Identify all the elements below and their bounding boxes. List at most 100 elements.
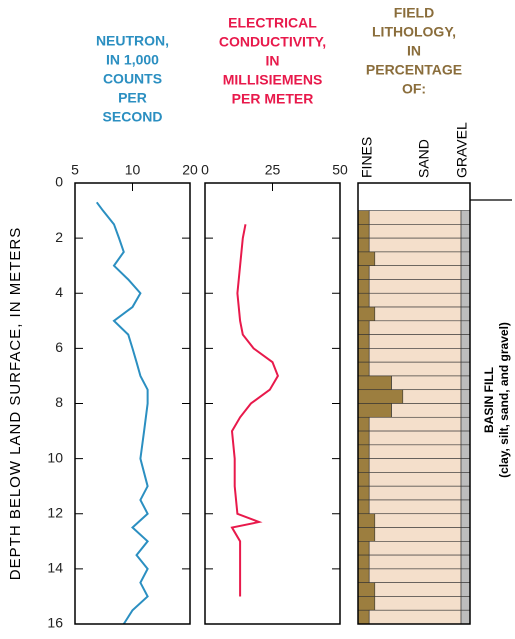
lithology-segment xyxy=(460,210,471,225)
lithology-segment xyxy=(357,237,370,253)
lithology-segment xyxy=(357,541,370,556)
y-tick-label: 16 xyxy=(47,615,63,631)
lithology-segment xyxy=(368,224,462,239)
lithology-segment xyxy=(357,582,376,597)
lithology-segment xyxy=(460,485,471,501)
lithology-segment xyxy=(357,361,370,377)
lithology-segment xyxy=(368,444,462,459)
panel-title: OF: xyxy=(402,81,426,97)
panel-title: FIELD xyxy=(394,5,434,21)
panel-title: NEUTRON, xyxy=(96,33,169,49)
x-tick-label: 50 xyxy=(332,162,348,178)
lithology-segment xyxy=(368,458,462,473)
lithology-segment xyxy=(368,472,462,487)
lithology-segment xyxy=(374,582,462,597)
lithology-segment xyxy=(357,527,376,542)
lithology-segment xyxy=(460,527,471,542)
lithology-segment xyxy=(460,472,471,487)
panel-title: IN xyxy=(407,43,421,59)
log-curve xyxy=(230,224,280,597)
y-tick-label: 6 xyxy=(55,339,63,355)
panel-title: IN 1,000 xyxy=(106,52,159,68)
lithology-segment xyxy=(368,237,462,253)
lithology-segment xyxy=(368,361,462,377)
lithology-segment xyxy=(357,609,370,625)
panel-title: MILLISIEMENS xyxy=(223,72,323,88)
lithology-segment xyxy=(460,513,471,528)
lithology-segment xyxy=(368,499,462,515)
lithology-segment xyxy=(357,596,376,611)
lithology-segment xyxy=(368,320,462,335)
panel-title: ELECTRICAL xyxy=(228,15,317,31)
lithology-segment xyxy=(357,472,370,487)
lithology-segment xyxy=(374,596,462,611)
lithology-segment xyxy=(460,458,471,473)
lithology-segment xyxy=(391,375,462,391)
lithology-segment xyxy=(460,279,471,294)
legend-label: GRAVEL xyxy=(454,122,470,178)
lithology-segment xyxy=(374,306,462,322)
panel-frame xyxy=(204,182,341,625)
lithology-segment xyxy=(460,596,471,611)
y-tick-label: 4 xyxy=(55,284,63,300)
lithology-segment xyxy=(368,334,462,349)
unit-label: BASIN FILL xyxy=(482,367,496,433)
panel-title: COUNTS xyxy=(103,71,162,87)
y-tick-label: 12 xyxy=(47,504,63,520)
y-tick-label: 2 xyxy=(55,229,63,245)
x-tick-label: 10 xyxy=(125,162,141,178)
lithology-segment xyxy=(357,210,370,225)
lithology-segment xyxy=(460,609,471,625)
lithology-segment xyxy=(460,554,471,570)
lithology-segment xyxy=(357,568,370,583)
panel-title: PERCENTAGE xyxy=(366,62,462,78)
lithology-segment xyxy=(460,334,471,349)
lithology-segment xyxy=(460,416,471,432)
lithology-segment xyxy=(460,541,471,556)
lithology-segment xyxy=(368,265,462,280)
unit-label: (clay, silt, sand, and gravel) xyxy=(497,322,511,478)
lithology-segment xyxy=(374,513,462,528)
x-tick-label: 25 xyxy=(265,162,281,178)
lithology-segment xyxy=(460,265,471,280)
lithology-segment xyxy=(357,292,370,308)
log-curve xyxy=(95,201,149,625)
lithology-segment xyxy=(357,251,376,266)
lithology-segment xyxy=(460,224,471,239)
lithology-segment xyxy=(460,582,471,597)
x-tick-label: 20 xyxy=(182,162,198,178)
panel-title: CONDUCTIVITY, xyxy=(219,34,326,50)
legend-label: FINES xyxy=(359,137,375,178)
x-tick-label: 0 xyxy=(201,162,209,178)
lithology-segment xyxy=(357,389,404,404)
lithology-segment xyxy=(368,485,462,501)
panel-frame xyxy=(357,182,471,625)
lithology-segment xyxy=(402,389,462,404)
y-tick-label: 10 xyxy=(47,449,63,465)
lithology-segment xyxy=(357,265,370,280)
lithology-segment xyxy=(357,224,370,239)
lithology-segment xyxy=(357,320,370,335)
lithology-segment xyxy=(357,444,370,459)
lithology-segment xyxy=(374,527,462,542)
lithology-segment xyxy=(357,554,370,570)
lithology-segment xyxy=(357,513,376,528)
lithology-segment xyxy=(357,416,370,432)
lithology-segment xyxy=(357,458,370,473)
panel-frame xyxy=(74,182,191,625)
lithology-segment xyxy=(357,375,392,391)
lithology-segment xyxy=(460,306,471,322)
lithology-segment xyxy=(357,430,370,446)
lithology-segment xyxy=(460,320,471,335)
lithology-segment xyxy=(460,430,471,446)
panel-title: PER xyxy=(118,90,147,106)
lithology-segment xyxy=(460,403,471,418)
lithology-segment xyxy=(368,348,462,363)
lithology-segment xyxy=(368,541,462,556)
lithology-segment xyxy=(357,485,370,501)
lithology-segment xyxy=(460,348,471,363)
panel-title: SECOND xyxy=(103,109,163,125)
lithology-segment xyxy=(357,499,370,515)
lithology-segment xyxy=(357,334,370,349)
